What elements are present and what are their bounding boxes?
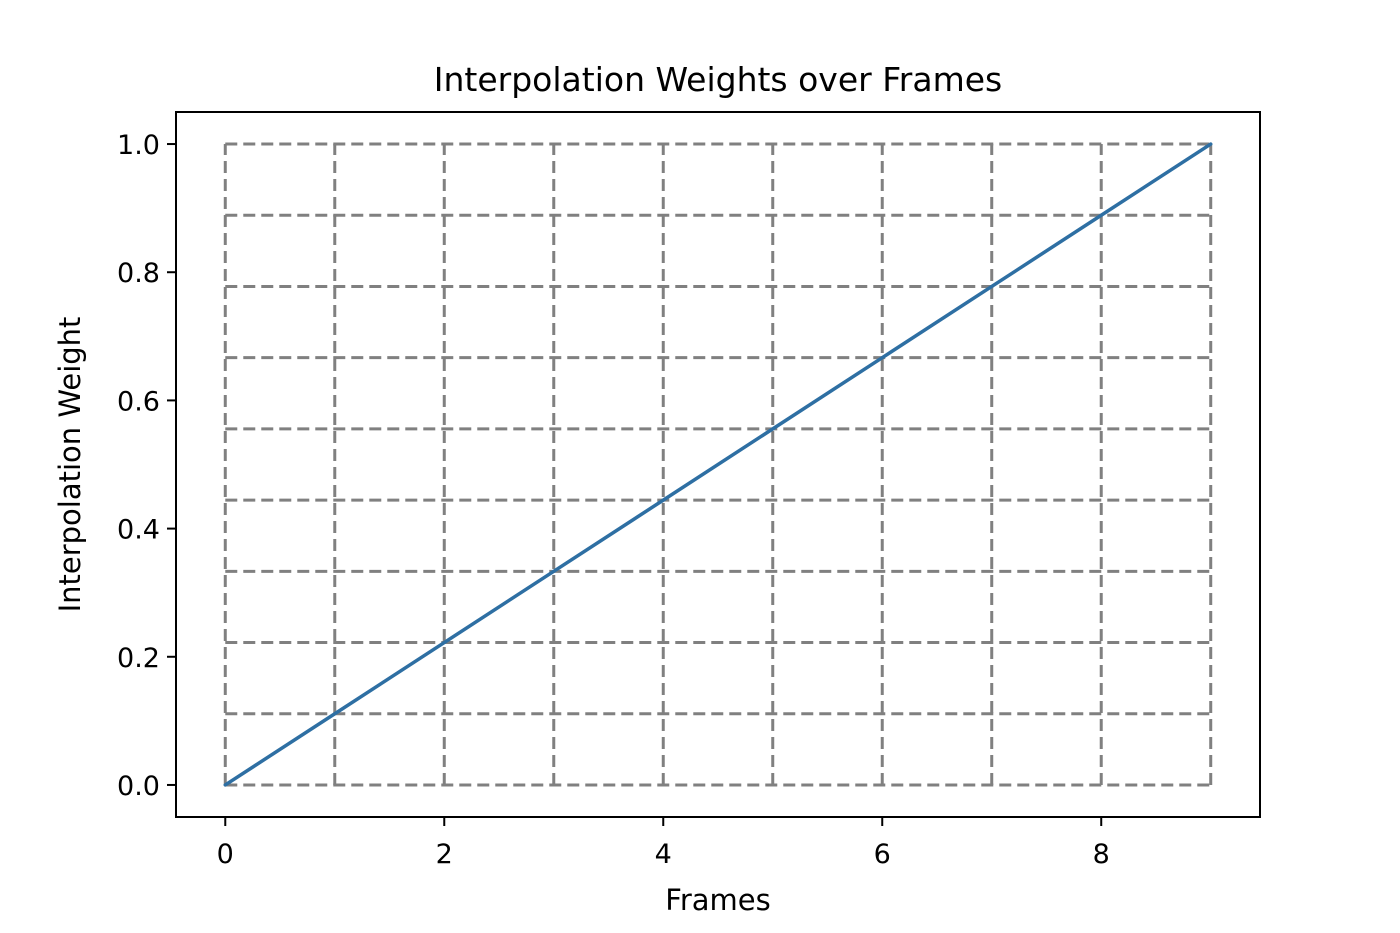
x-tick-label: 4: [655, 839, 672, 870]
series-layer: [223, 142, 1213, 787]
chart-title: Interpolation Weights over Frames: [434, 60, 1002, 99]
y-axis-label: Interpolation Weight: [53, 317, 87, 613]
x-tick-label: 6: [874, 839, 891, 870]
series-line: [223, 142, 1213, 787]
y-tick-label: 0.6: [117, 386, 160, 417]
y-axis-ticks: 0.0 0.2 0.4 0.6 0.8 1.0: [117, 130, 176, 802]
grid: [223, 142, 1213, 787]
x-tick-label: 8: [1093, 839, 1110, 870]
y-tick-label: 1.0: [117, 130, 160, 161]
y-tick-label: 0.0: [117, 771, 160, 802]
y-tick-label: 0.2: [117, 643, 160, 674]
x-tick-label: 0: [217, 839, 234, 870]
x-tick-label: 2: [436, 839, 453, 870]
x-axis-label: Frames: [665, 883, 770, 917]
y-tick-label: 0.4: [117, 515, 160, 546]
plot-area-frame: [175, 111, 1261, 818]
x-axis-ticks: 0 2 4 6 8: [217, 817, 1110, 870]
y-tick-label: 0.8: [117, 258, 160, 289]
